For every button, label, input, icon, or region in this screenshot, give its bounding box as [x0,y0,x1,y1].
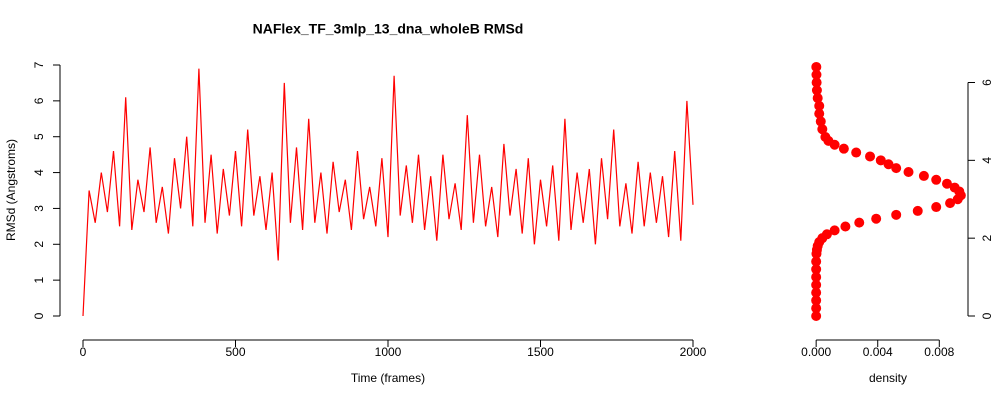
data-point [931,174,942,185]
data-point [891,163,902,174]
data-point [871,213,882,224]
x-axis-label: Time (frames) [351,371,425,385]
data-line [82,68,694,317]
data-point [854,217,865,228]
data-point [883,159,894,170]
data-point [840,221,851,232]
x-tick-label: 0.008 [924,345,954,359]
data-point [949,182,960,193]
data-point [829,225,840,236]
chart-title: NAFlex_TF_3mlp_13_dna_wholeB RMSd [253,21,524,37]
x-tick-label: 0.004 [863,345,893,359]
data-point [931,202,942,213]
y-tick-label: 0 [980,312,994,319]
data-point [851,147,862,158]
data-point [903,167,914,178]
y-tick-label: 3 [32,205,46,212]
y-tick-label: 5 [32,133,46,140]
x-axis-label: density [869,371,907,385]
data-point [838,143,849,154]
y-tick-label: 2 [32,241,46,248]
y-tick-label: 4 [32,169,46,176]
x-tick-label: 0 [80,345,87,359]
x-tick-label: 500 [225,345,245,359]
data-point [891,209,902,220]
data-point [912,205,923,216]
y-tick-label: 1 [32,276,46,283]
data-point [918,170,929,181]
data-point [945,198,956,209]
data-point [865,151,876,162]
x-tick-label: 1500 [527,345,554,359]
data-point [821,229,832,240]
data-point [941,178,952,189]
x-tick-label: 0.000 [801,345,831,359]
y-tick-label: 4 [980,157,994,164]
y-tick-label: 7 [32,61,46,68]
x-tick-label: 1000 [375,345,402,359]
data-point [875,155,886,166]
x-tick-label: 2000 [680,345,707,359]
y-tick-label: 6 [980,79,994,86]
y-tick-label: 2 [980,235,994,242]
y-tick-label: 6 [32,97,46,104]
y-tick-label: 0 [32,312,46,319]
data-point [811,61,822,72]
y-axis-label: RMSd (Angstroms) [4,139,18,241]
